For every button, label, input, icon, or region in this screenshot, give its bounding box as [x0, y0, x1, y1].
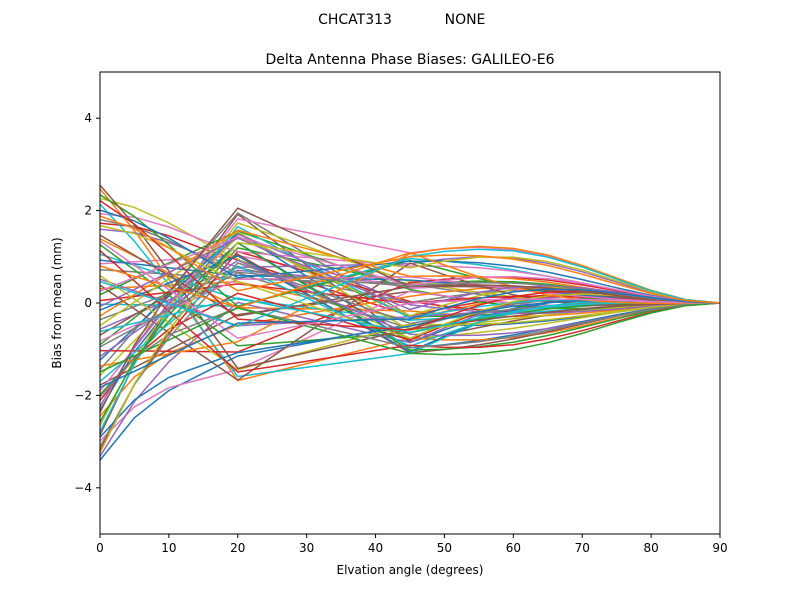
x-axis-label: Elvation angle (degrees): [337, 563, 484, 577]
x-tick-label: 80: [643, 541, 658, 555]
chart-title: Delta Antenna Phase Biases: GALILEO-E6: [265, 52, 554, 68]
series-line: [99, 233, 721, 407]
x-tick-label: 10: [161, 541, 176, 555]
series-line: [99, 245, 721, 367]
suptitle-left: CHCAT313: [318, 12, 392, 28]
series-line: [99, 241, 721, 454]
y-axis-ticks: −4 −2 0 2 4: [74, 111, 100, 495]
series-line: [99, 274, 721, 371]
series-line: [99, 276, 721, 353]
y-tick-label: −4: [74, 481, 92, 495]
x-tick-label: 20: [230, 541, 245, 555]
x-tick-label: 90: [712, 541, 727, 555]
x-tick-label: 40: [368, 541, 383, 555]
series-line: [99, 215, 721, 304]
series-line: [99, 237, 721, 311]
x-tick-label: 50: [437, 541, 452, 555]
x-tick-label: 0: [96, 541, 104, 555]
y-tick-label: 2: [84, 204, 92, 218]
series-line: [99, 288, 721, 389]
series-line: [99, 241, 721, 423]
x-axis-ticks: 0 10 20 30 40 50 60 70 80 90: [96, 534, 728, 555]
y-axis-label: Bias from mean (mm): [50, 237, 64, 368]
x-tick-label: 60: [506, 541, 521, 555]
x-tick-label: 70: [575, 541, 590, 555]
series-line: [99, 299, 721, 438]
series-line: [99, 302, 721, 398]
series-line: [99, 209, 721, 304]
series-line: [99, 302, 721, 373]
y-tick-label: −2: [74, 388, 92, 402]
series-line: [99, 240, 721, 339]
x-tick-label: 30: [299, 541, 314, 555]
y-tick-label: 0: [84, 296, 92, 310]
series-lines: [99, 184, 721, 461]
suptitle-right: NONE: [445, 12, 486, 28]
series-line: [99, 262, 721, 382]
series-line: [99, 250, 721, 373]
y-tick-label: 4: [84, 111, 92, 125]
series-line: [99, 252, 721, 309]
